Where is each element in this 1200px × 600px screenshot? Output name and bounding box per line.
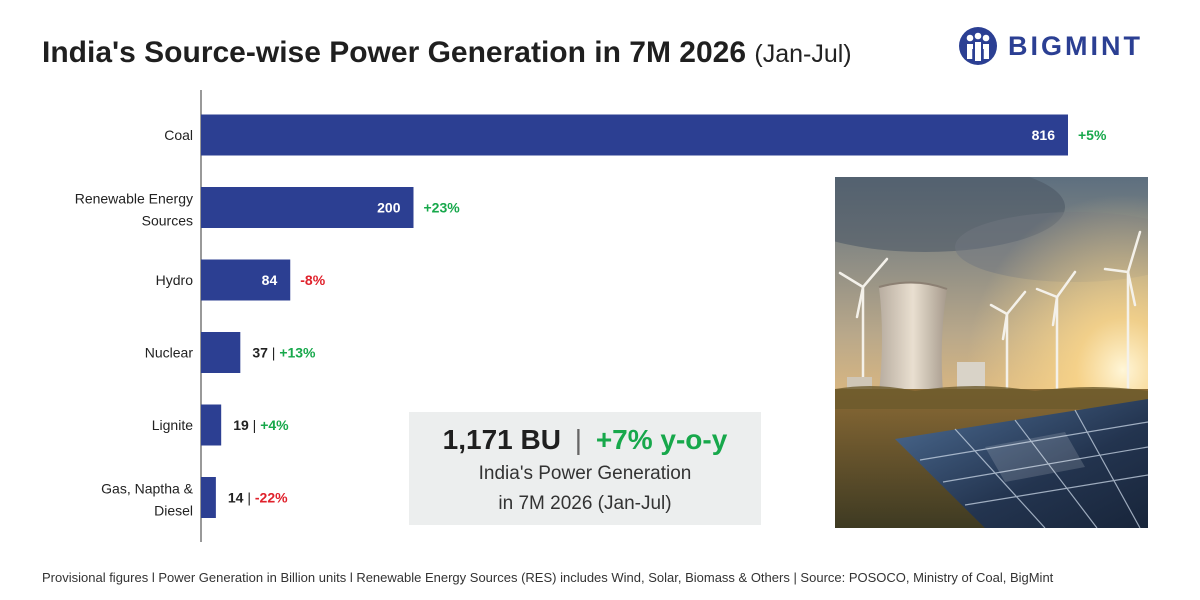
- growth-label: +5%: [1078, 127, 1107, 143]
- title-main: India's Source-wise Power Generation in …: [42, 36, 747, 69]
- footnote: Provisional figures l Power Generation i…: [42, 570, 1054, 585]
- value-label: 84: [262, 272, 278, 288]
- bar-0: [201, 114, 1068, 156]
- summary-box: 1,171 BU | +7% y-o-y India's Power Gener…: [409, 412, 761, 525]
- bar-4: [201, 404, 222, 446]
- growth-label: -8%: [300, 272, 325, 288]
- value-label: 200: [377, 200, 401, 216]
- bar-1: [201, 187, 414, 228]
- logo-text: BIGMINT: [1008, 30, 1143, 61]
- summary-headline: 1,171 BU | +7% y-o-y: [409, 424, 761, 456]
- energy-photo: [835, 177, 1148, 528]
- value-growth-label: 19 | +4%: [233, 417, 289, 433]
- summary-caption-line2: in 7M 2026 (Jan-Jul): [498, 493, 672, 514]
- category-label: Gas, Naptha &: [101, 481, 193, 497]
- summary-caption-line1: India's Power Generation: [478, 463, 692, 484]
- category-label: Lignite: [152, 417, 193, 433]
- bar-5: [201, 477, 216, 518]
- total-growth: +7% y-o-y: [595, 424, 728, 455]
- category-label: Diesel: [154, 503, 193, 519]
- bigmint-people-icon: [959, 27, 997, 65]
- title-period: (Jan-Jul): [754, 40, 852, 68]
- bar-chart: Coal 816 +5% Renewable Energy Sources 200 +23%…: [75, 90, 1107, 542]
- category-label: Sources: [142, 213, 193, 229]
- bigmint-logo: BIGMINT: [958, 26, 1143, 66]
- category-label: Coal: [164, 127, 193, 143]
- category-label: Renewable Energy: [75, 191, 193, 207]
- bar-2: [201, 259, 291, 301]
- value-growth-label: 14 | -22%: [228, 490, 288, 506]
- page-title: India's Source-wise Power Generation in …: [42, 36, 852, 70]
- total-generation: 1,171 BU: [442, 424, 561, 455]
- bar-3: [201, 332, 241, 373]
- value-growth-label: 37 | +13%: [252, 345, 316, 361]
- category-label: Hydro: [156, 272, 194, 288]
- growth-label: +23%: [424, 200, 461, 216]
- summary-separator: |: [574, 424, 583, 455]
- category-label: Nuclear: [145, 345, 194, 361]
- value-label: 816: [1032, 127, 1056, 143]
